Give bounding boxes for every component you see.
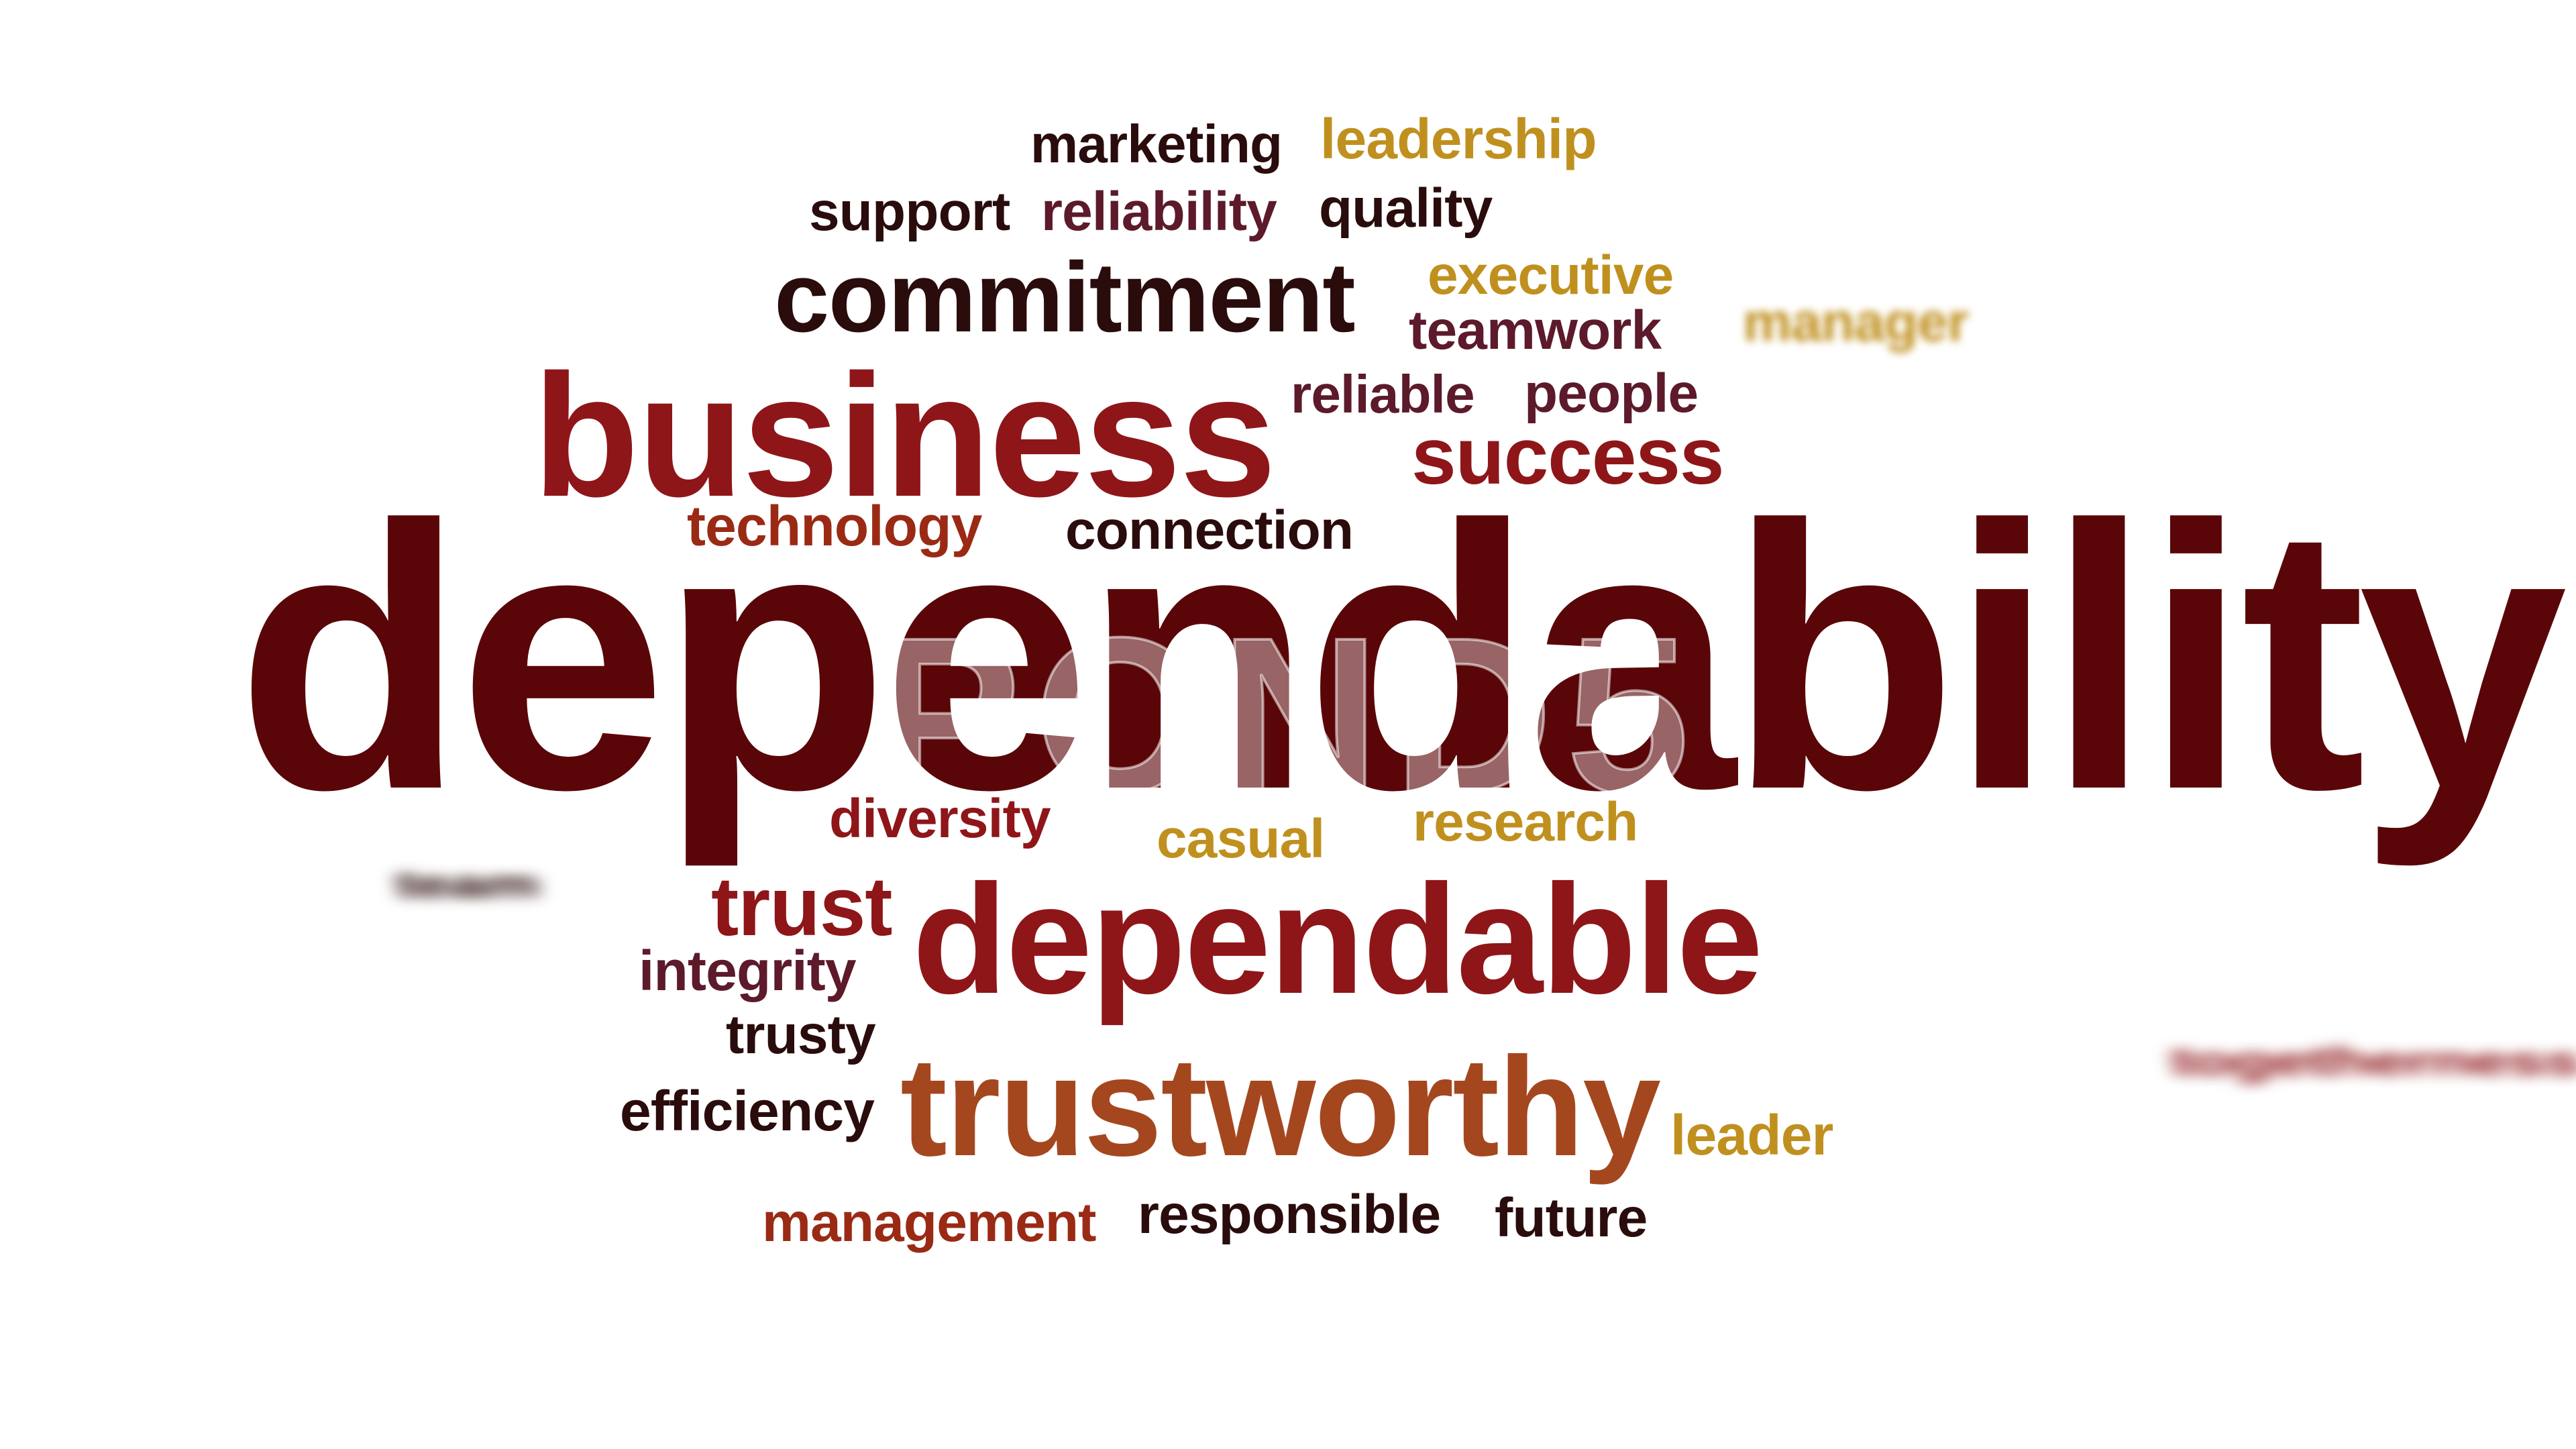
word-trust: trust — [711, 861, 893, 953]
word-team: team — [396, 863, 539, 906]
word-commitment: commitment — [774, 242, 1356, 353]
word-executive: executive — [1428, 245, 1674, 306]
word-leadership: leadership — [1320, 107, 1597, 170]
word-dependable: dependable — [912, 853, 1763, 1026]
word-integrity: integrity — [639, 939, 857, 1002]
word-management: management — [762, 1192, 1096, 1253]
word-success: success — [1411, 411, 1725, 501]
word-support: support — [809, 181, 1010, 242]
word-teamwork: teamwork — [1409, 300, 1662, 361]
word-research: research — [1413, 792, 1638, 853]
word-quality: quality — [1319, 178, 1493, 239]
word-trusty: trusty — [726, 1004, 876, 1065]
word-diversity: diversity — [829, 788, 1051, 849]
word-manager: manager — [1743, 292, 1969, 353]
word-reliable: reliable — [1291, 364, 1475, 424]
word-business: business — [533, 339, 1277, 533]
word-dependability: dependability — [236, 447, 2567, 867]
word-trustworthy: trustworthy — [900, 1028, 1661, 1185]
word-casual: casual — [1157, 808, 1325, 869]
word-people: people — [1524, 363, 1699, 424]
word-leader: leader — [1670, 1104, 1833, 1167]
word-marketing: marketing — [1030, 114, 1283, 174]
word-technology: technology — [687, 494, 982, 557]
word-responsible: responsible — [1138, 1184, 1441, 1245]
word-connection: connection — [1065, 500, 1354, 561]
word-efficiency: efficiency — [620, 1079, 875, 1142]
word-future: future — [1495, 1187, 1648, 1248]
word-reliability: reliability — [1041, 181, 1277, 242]
word-blurred-right: togetherness — [2171, 1038, 2576, 1085]
